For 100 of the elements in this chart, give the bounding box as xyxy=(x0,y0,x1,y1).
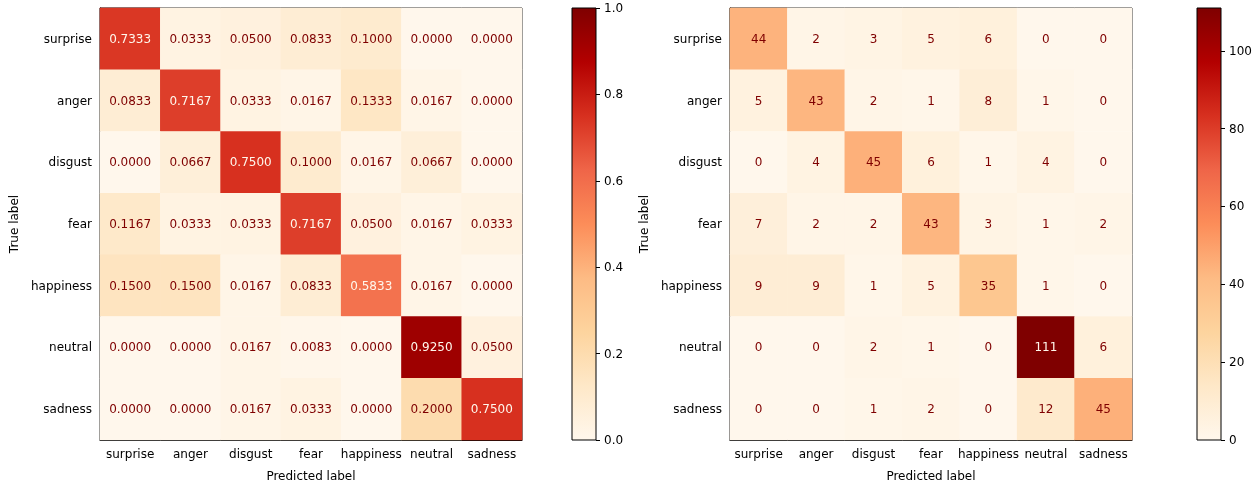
y-tick-label: neutral xyxy=(49,340,92,355)
data-label: 0.0000 xyxy=(350,340,393,355)
x-tick-label: neutral xyxy=(410,447,454,461)
color-bar-label: 1.0 xyxy=(604,1,624,15)
data-label: 5 xyxy=(754,93,763,108)
data-label: 0.0833 xyxy=(290,278,332,293)
data-label: 2 xyxy=(812,31,820,46)
y-tick-label: anger xyxy=(57,93,93,108)
data-label: 0 xyxy=(754,155,763,170)
data-label: 12 xyxy=(1038,402,1054,417)
x-tick-label: disgust xyxy=(851,447,896,461)
x-axis-title: Predicted label xyxy=(266,469,356,483)
data-label: 0.0000 xyxy=(109,402,152,417)
data-label: 8 xyxy=(984,93,993,108)
data-label: 0.7333 xyxy=(109,31,152,46)
data-label: 0 xyxy=(1099,31,1108,46)
data-label: 0 xyxy=(1042,31,1050,46)
data-label: 43 xyxy=(923,217,939,231)
data-label: 6 xyxy=(1099,340,1108,355)
data-label: 6 xyxy=(927,155,935,170)
data-label: 0.5833 xyxy=(350,278,393,293)
data-label: 9 xyxy=(812,278,820,293)
y-tick-label: surprise xyxy=(673,31,722,46)
data-label: 0.0000 xyxy=(169,340,212,355)
x-tick-label: happiness xyxy=(340,447,402,461)
data-label: 0 xyxy=(984,340,993,355)
y-tick-label: happiness xyxy=(30,278,92,293)
data-label: 0.7500 xyxy=(229,155,272,170)
data-label: 0.0000 xyxy=(169,402,212,417)
data-label: 1 xyxy=(927,93,935,108)
data-label: 0.0167 xyxy=(410,278,453,293)
data-label: 0.0333 xyxy=(229,217,272,231)
data-label: 2 xyxy=(1099,217,1108,231)
data-label: 6 xyxy=(984,31,993,46)
color-bar-label: 0.6 xyxy=(604,173,624,188)
color-bar-label: 100 xyxy=(1229,43,1252,58)
data-label: 4 xyxy=(1042,155,1050,170)
data-label: 0.7167 xyxy=(169,93,212,108)
data-label: 43 xyxy=(808,93,824,108)
data-label: 0.0667 xyxy=(169,155,212,170)
y-tick-label: fear xyxy=(698,217,722,231)
data-label: 0.0333 xyxy=(169,31,212,46)
data-label: 45 xyxy=(1095,402,1111,417)
data-label: 0.0167 xyxy=(229,278,272,293)
x-tick-label: surprise xyxy=(105,447,155,461)
y-tick-label: disgust xyxy=(678,155,723,170)
data-label: 1 xyxy=(1042,217,1050,231)
x-tick-label: happiness xyxy=(957,447,1019,461)
data-label: 0.0000 xyxy=(470,155,513,170)
y-tick-label: sadness xyxy=(673,402,722,417)
data-label: 0.0500 xyxy=(229,31,272,46)
data-label: 0.1500 xyxy=(109,278,152,293)
x-tick-label: sadness xyxy=(467,447,517,461)
y-axis-title: True label xyxy=(637,194,651,255)
x-axis-title: Predicted label xyxy=(886,469,976,483)
data-label: 0.0333 xyxy=(229,93,272,108)
data-label: 0 xyxy=(1099,155,1108,170)
color-bar-label: 0 xyxy=(1229,433,1237,447)
data-label: 0.0167 xyxy=(350,155,393,170)
data-label: 1 xyxy=(869,402,878,417)
data-label: 0.0667 xyxy=(410,155,453,170)
data-label: 0 xyxy=(984,402,993,417)
data-label: 1 xyxy=(869,278,878,293)
data-label: 0.0333 xyxy=(169,217,212,231)
data-label: 0 xyxy=(754,340,763,355)
data-label: 1 xyxy=(1042,93,1050,108)
data-label: 0.2000 xyxy=(410,402,453,417)
y-tick-label: happiness xyxy=(660,278,722,293)
data-label: 2 xyxy=(869,93,878,108)
data-label: 35 xyxy=(980,278,997,293)
color-bar-label: 0.4 xyxy=(604,260,624,275)
data-label: 9 xyxy=(754,278,763,293)
data-label: 0.9250 xyxy=(410,340,453,355)
color-bar-label: 20 xyxy=(1229,355,1245,370)
data-label: 5 xyxy=(927,31,935,46)
data-label: 0.0167 xyxy=(290,93,332,108)
color-bar-label: 0.0 xyxy=(604,433,624,447)
data-label: 111 xyxy=(1034,340,1058,355)
data-label: 0.0500 xyxy=(470,340,513,355)
data-label: 1 xyxy=(1042,278,1050,293)
y-axis-title: True label xyxy=(7,194,22,255)
color-bar-label: 40 xyxy=(1229,277,1245,292)
data-label: 0.0000 xyxy=(470,93,513,108)
data-label: 0.0167 xyxy=(410,217,453,231)
data-label: 0.0000 xyxy=(470,278,513,293)
data-label: 0.0000 xyxy=(350,402,393,417)
data-label: 0.0833 xyxy=(109,93,152,108)
x-tick-label: disgust xyxy=(229,447,273,461)
y-tick-label: sadness xyxy=(43,402,92,417)
data-label: 0.7500 xyxy=(470,402,513,417)
data-label: 0 xyxy=(754,402,763,417)
data-label: 0.0000 xyxy=(410,31,453,46)
x-tick-label: anger xyxy=(798,447,834,461)
y-tick-label: fear xyxy=(68,217,93,231)
data-label: 0 xyxy=(812,340,820,355)
color-bar-label: 0.2 xyxy=(604,346,624,361)
data-label: 3 xyxy=(869,31,878,46)
data-label: 0.0333 xyxy=(290,402,332,417)
color-bar-label: 60 xyxy=(1229,199,1245,214)
data-label: 44 xyxy=(751,31,767,46)
